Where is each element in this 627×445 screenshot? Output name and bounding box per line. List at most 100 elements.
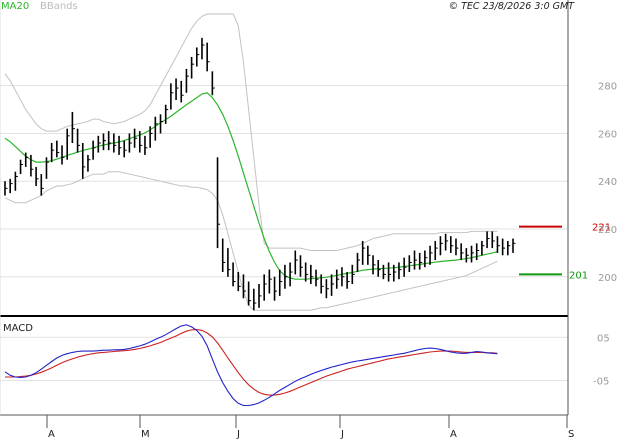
resistance-label: 221	[592, 223, 611, 234]
price-bar	[507, 240, 511, 256]
price-bar	[138, 131, 143, 153]
price-bar	[351, 264, 355, 284]
price-bar	[81, 143, 86, 179]
price-bar	[496, 236, 500, 253]
price-bar	[107, 131, 112, 151]
price-bar	[377, 260, 381, 277]
price-bar	[185, 68, 189, 93]
price-bar	[372, 255, 376, 275]
price-bar	[56, 140, 60, 158]
price-tick-label: 240	[598, 177, 617, 188]
price-bar	[154, 116, 158, 141]
price-bar	[403, 257, 407, 277]
price-bar	[439, 236, 443, 256]
price-bar	[30, 154, 34, 177]
price-bar	[392, 264, 397, 282]
price-bar	[97, 135, 101, 153]
price-bar	[330, 274, 335, 296]
macd-lines	[4, 324, 498, 407]
price-bar	[361, 240, 366, 265]
price-bar	[195, 47, 200, 67]
legend-bbands: BBands	[40, 1, 78, 12]
price-bar	[71, 111, 75, 143]
price-bar	[475, 243, 480, 261]
macd-tick-label: -05	[593, 376, 609, 387]
price-bar	[444, 233, 449, 251]
price-bars	[4, 37, 516, 311]
price-bar	[449, 236, 454, 253]
price-bar	[315, 269, 319, 287]
price-bar	[242, 274, 246, 299]
price-bar	[253, 288, 257, 311]
price-bar	[320, 274, 324, 294]
price-bar	[382, 264, 386, 280]
price-bar	[346, 272, 350, 289]
price-grid	[0, 85, 568, 278]
price-bar	[273, 276, 278, 301]
price-bar	[258, 283, 262, 308]
bbands-upper-line	[4, 13, 498, 251]
price-bar	[460, 243, 464, 261]
price-bar	[335, 269, 340, 289]
price-bar	[190, 57, 195, 79]
price-bar	[418, 252, 423, 270]
price-bar	[144, 135, 148, 155]
price-bar	[128, 133, 132, 153]
support-label: 201	[569, 270, 588, 281]
x-tick-label: S	[568, 429, 574, 440]
price-tick-label: 200	[598, 273, 617, 284]
price-bar	[237, 272, 241, 292]
price-bar	[408, 255, 412, 272]
bollinger-bands	[4, 13, 498, 311]
panel-frames	[0, 0, 569, 416]
price-bar	[102, 133, 106, 151]
x-tick-label: A	[48, 429, 55, 440]
price-bar	[263, 274, 267, 301]
macd-panel-label: MACD	[3, 323, 33, 334]
price-bar	[50, 143, 55, 163]
price-bar	[434, 240, 438, 261]
price-bar	[289, 262, 293, 287]
price-bar	[299, 255, 303, 277]
price-bar	[201, 37, 205, 60]
price-bar	[4, 181, 8, 196]
price-bar	[398, 262, 402, 280]
macd-grid: 05 -05	[0, 333, 610, 387]
x-tick-label: A	[450, 429, 457, 440]
bbands-lower-line	[4, 171, 498, 311]
macd-main-line	[4, 324, 498, 407]
price-bar	[211, 71, 215, 96]
price-bar	[465, 248, 469, 263]
price-bar	[92, 140, 96, 160]
price-bar	[149, 126, 153, 148]
price-bar	[278, 269, 283, 296]
price-bar	[227, 248, 231, 277]
price-bar	[429, 245, 433, 265]
price-bar	[367, 245, 371, 265]
price-bar	[387, 262, 392, 282]
price-bar	[159, 114, 164, 134]
legend-ma20: MA20	[1, 1, 29, 12]
price-bar	[216, 157, 221, 249]
price-bar	[247, 281, 252, 306]
price-bar	[424, 250, 428, 268]
price-bar	[9, 178, 13, 194]
x-tick-label: J	[236, 429, 240, 440]
price-bar	[87, 154, 91, 172]
price-bar	[310, 264, 314, 284]
price-bar	[133, 128, 138, 148]
price-bar	[232, 262, 236, 287]
price-tick-label: 280	[598, 82, 617, 93]
price-bar	[180, 80, 184, 103]
price-bar	[24, 152, 29, 167]
price-bar	[325, 279, 329, 299]
price-bar	[491, 231, 495, 249]
price-bar	[294, 250, 298, 275]
price-bar	[221, 238, 226, 272]
price-bar	[40, 174, 44, 196]
price-bar	[61, 145, 65, 165]
price-bar	[486, 231, 490, 249]
reference-lines: 221 201	[519, 223, 611, 281]
